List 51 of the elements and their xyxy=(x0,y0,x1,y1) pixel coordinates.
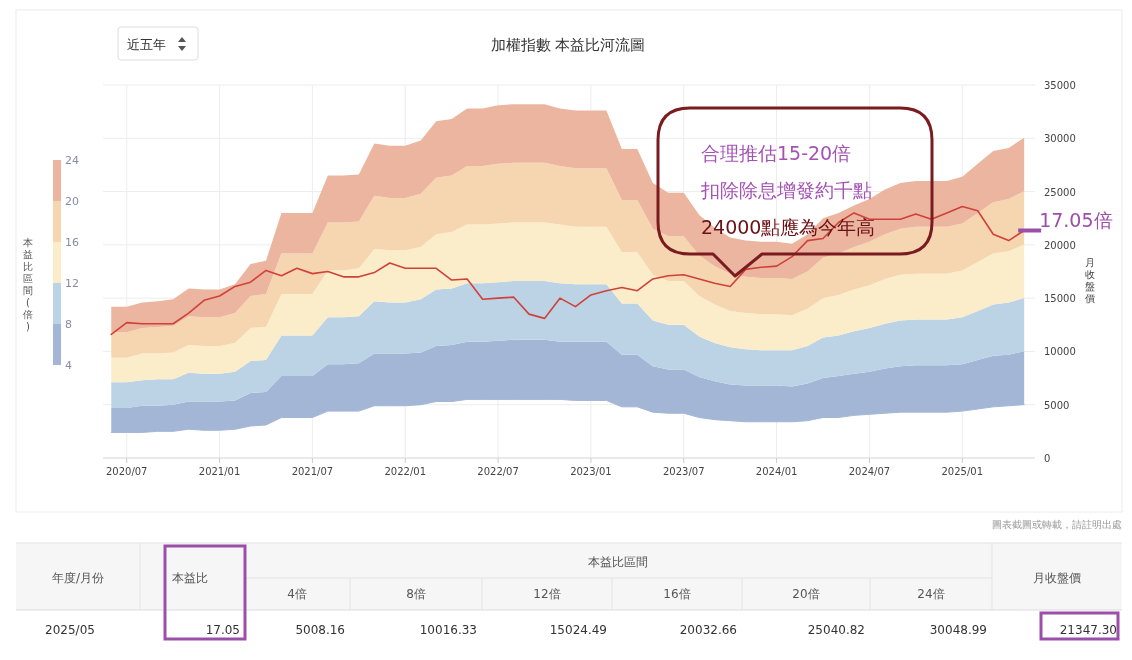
text: 2025/05 xyxy=(45,623,95,637)
y-tick-label: 25000 xyxy=(1044,186,1076,198)
color-bar-label: 16 xyxy=(65,236,79,249)
text: 15024.49 xyxy=(549,623,607,637)
text: 24倍 xyxy=(917,587,945,601)
y-tick-label: 5000 xyxy=(1044,399,1070,411)
annotation: 扣除除息增發約千點 xyxy=(700,179,872,201)
x-tick-label: 2024/01 xyxy=(755,466,798,477)
text: 30048.99 xyxy=(929,623,987,637)
x-tick-label: 2022/01 xyxy=(384,466,427,477)
annotation: 17.05倍 xyxy=(1039,209,1113,232)
text: 近五年 xyxy=(127,37,166,52)
color-bar-title: 本益比區間(倍) xyxy=(23,237,33,332)
text: 4倍 xyxy=(287,587,307,601)
color-bar-label: 20 xyxy=(65,195,79,208)
x-tick-label: 2024/07 xyxy=(848,466,891,477)
x-tick-label: 2025/01 xyxy=(941,466,984,477)
text: 本益比 xyxy=(172,571,208,585)
text: 月收盤價 xyxy=(1033,571,1081,585)
text: 圖表截圖或轉載，請註明出處 xyxy=(992,519,1122,530)
color-bar-label: 8 xyxy=(65,318,72,331)
x-tick-label: 2021/07 xyxy=(291,466,334,477)
text: 25040.82 xyxy=(807,623,865,637)
text: 5008.16 xyxy=(295,623,345,637)
text: 10016.33 xyxy=(419,623,477,637)
chart-title: 加權指數 本益比河流圖 xyxy=(490,36,646,54)
y-tick-label: 0 xyxy=(1044,453,1051,464)
color-bar-label: 24 xyxy=(65,154,79,167)
text: 20倍 xyxy=(792,587,820,601)
y-tick-label: 30000 xyxy=(1044,133,1076,145)
text: 16倍 xyxy=(663,587,691,601)
text: 8倍 xyxy=(406,587,426,601)
x-tick-label: 2021/01 xyxy=(198,466,241,477)
x-tick-label: 2020/07 xyxy=(105,466,148,477)
color-bar-label: 4 xyxy=(65,359,72,372)
x-tick-label: 2022/07 xyxy=(477,466,519,477)
text: 12倍 xyxy=(533,587,561,601)
color-bar-label: 12 xyxy=(65,277,79,290)
y-tick-label: 35000 xyxy=(1044,80,1076,91)
x-tick-label: 2023/07 xyxy=(662,466,705,477)
text: 年度/月份 xyxy=(51,571,105,585)
x-tick-label: 2023/01 xyxy=(570,466,612,477)
annotation: 合理推估15-20倍 xyxy=(701,142,852,164)
y-tick-label: 20000 xyxy=(1044,239,1076,251)
y-tick-label: 15000 xyxy=(1044,293,1076,305)
y-tick-label: 10000 xyxy=(1044,346,1076,358)
text: 21347.30 xyxy=(1059,623,1117,637)
text: 本益比區間 xyxy=(588,555,648,569)
y-axis-title: 月收盤價 xyxy=(1085,257,1095,304)
text: 20032.66 xyxy=(679,623,737,637)
text: 17.05 xyxy=(205,623,240,637)
